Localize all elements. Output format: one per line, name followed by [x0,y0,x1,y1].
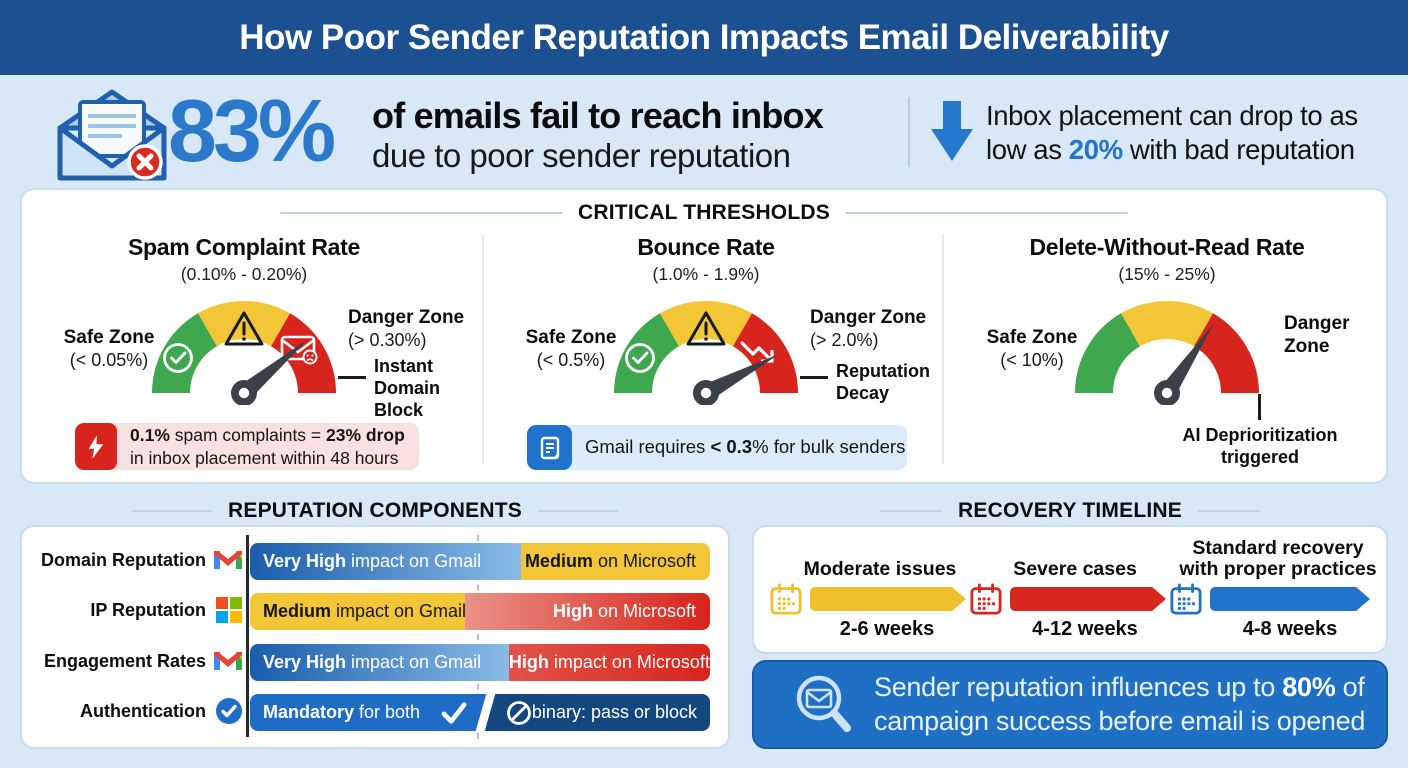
component-bar-domain-reputation: Very High impact on Gmail Medium on Micr… [250,543,710,580]
gauge2-safe-zone-label: Safe Zone (< 0.5%) [525,327,617,370]
timeline-duration: 2-6 weeks [839,618,935,640]
component-row-label: Engagement Rates [43,651,206,671]
spam-envelope-icon [280,335,318,365]
gauge3-annotation-connector [1258,394,1261,420]
warning-triangle-icon [686,311,726,346]
gauge3-needle [1161,324,1214,397]
critical-thresholds-panel: CRITICAL THRESHOLDS Spam Complaint Rate … [20,188,1388,484]
gauge3-title: Delete-Without-Read Rate [1029,234,1305,260]
pass-check-icon [441,701,467,724]
microsoft-icon [216,597,242,623]
gmail-icon [214,652,242,670]
reputation-components-panel: Domain Reputation Very High impact on Gm… [20,525,730,749]
failed-email-icon [57,89,167,181]
inbox-drop-note: Inbox placement can drop to as low as 20… [986,100,1358,165]
timeline-bar-standard [1210,587,1370,611]
gauge3-safe-zone-label: Safe Zone (< 10%) [986,327,1078,370]
gauge2-bounce-rate [614,300,798,405]
thresholds-section-title: CRITICAL THRESHOLDS [578,201,830,224]
timeline-duration: 4-12 weeks [1032,618,1138,640]
gauge3-delete-without-read [1075,300,1259,405]
warning-triangle-icon [224,311,264,346]
timeline-section-title: RECOVERY TIMELINE [958,499,1182,522]
stat-83-percent: 83% [168,81,336,180]
safe-check-icon [163,343,193,373]
magnifier-envelope-icon [796,675,851,732]
footer-callout-text: Sender reputation influences up to 80% o… [874,672,1366,736]
gauge2-needle [703,354,780,400]
calendar-icon [970,583,1002,615]
stat-caption: of emails fail to reach inbox due to poo… [372,95,824,175]
timeline-item-label: Standard recovery with proper practices [1179,537,1377,580]
gauge3-annotation: AI Deprioritization triggered [1182,425,1338,467]
column-divider [942,234,944,464]
thresholds-section-header: CRITICAL THRESHOLDS [22,201,1386,225]
component-row-label: Authentication [80,701,206,721]
stat-caption-line2: due to poor sender reputation [372,137,791,174]
components-axis-line [246,535,249,737]
gauge1-danger-zone-label: Danger Zone (> 0.30%) [348,307,465,350]
gauge2-title: Bounce Rate [637,234,775,260]
hero-divider [908,97,910,167]
gmail-requirement-callout: Gmail requires < 0.3% for bulk senders [527,425,907,470]
component-bar-authentication: Mandatory for both binary: pass or block [250,694,710,731]
verified-check-icon [216,698,242,724]
gauge1-annotation: Instant Domain Block [374,356,441,420]
components-section-header: REPUTATION COMPONENTS [20,499,730,523]
component-row-label: IP Reputation [90,600,206,620]
header-bar: How Poor Sender Reputation Impacts Email… [0,0,1408,75]
grid-dashed-line [477,535,479,739]
components-section-title: REPUTATION COMPONENTS [228,499,522,522]
timeline-item-label: Moderate issues [803,558,957,580]
gauge2-range: (1.0% - 1.9%) [652,264,760,284]
document-icon [527,425,572,470]
gauge1-safe-zone-label: Safe Zone (< 0.05%) [63,327,155,370]
gauge2-annotation-connector [800,376,828,379]
down-arrow-icon [931,101,973,161]
gauge1-range: (0.10% - 0.20%) [180,264,308,284]
lightning-icon [75,423,117,470]
stat-caption-line1: of emails fail to reach inbox [372,95,824,136]
spam-impact-callout: 0.1% spam complaints = 23% drop in inbox… [75,423,419,470]
gauge2-annotation: Reputation Decay [836,361,930,403]
calendar-icon [1170,583,1202,615]
calendar-icon [770,583,802,615]
column-divider [482,234,484,464]
component-row-label: Domain Reputation [41,550,206,570]
component-bar-engagement-rates: Very High impact on Gmail High impact on… [250,644,710,681]
component-bar-ip-reputation: Medium impact on Gmail High on Microsoft [250,593,710,630]
gmail-icon [214,551,242,569]
gauge2-danger-zone-label: Danger Zone (> 2.0%) [810,307,927,350]
block-icon [507,700,531,725]
timeline-item-label: Severe cases [1013,558,1137,580]
gauge1-title: Spam Complaint Rate [127,234,360,260]
gauge3-range: (15% - 25%) [1118,264,1216,284]
timeline-section-header: RECOVERY TIMELINE [752,499,1388,523]
gauge3-danger-zone-label: Danger Zone [1284,313,1350,357]
sender-reputation-callout: Sender reputation influences up to 80% o… [752,660,1388,749]
timeline-duration: 4-8 weeks [1242,618,1338,640]
gauge1-spam-complaint [152,300,336,405]
recovery-timeline-panel: Moderate issues Severe cases Standard re… [752,525,1388,654]
timeline-bar-moderate [810,587,966,611]
drop-percentage: 20% [1068,134,1123,165]
safe-check-icon [625,343,655,373]
timeline-bar-severe [1010,587,1166,611]
gauge1-needle [240,339,308,399]
page-title: How Poor Sender Reputation Impacts Email… [239,17,1169,57]
gauge1-annotation-connector [338,376,366,379]
